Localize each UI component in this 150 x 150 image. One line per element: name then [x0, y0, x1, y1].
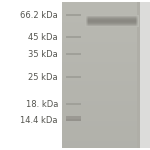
Text: 18. kDa: 18. kDa	[26, 100, 58, 109]
Text: 66.2 kDa: 66.2 kDa	[20, 11, 58, 20]
Text: 25 kDa: 25 kDa	[28, 73, 58, 82]
Text: 35 kDa: 35 kDa	[28, 50, 58, 59]
Text: 45 kDa: 45 kDa	[28, 33, 58, 42]
Text: 14.4 kDa: 14.4 kDa	[21, 116, 58, 125]
